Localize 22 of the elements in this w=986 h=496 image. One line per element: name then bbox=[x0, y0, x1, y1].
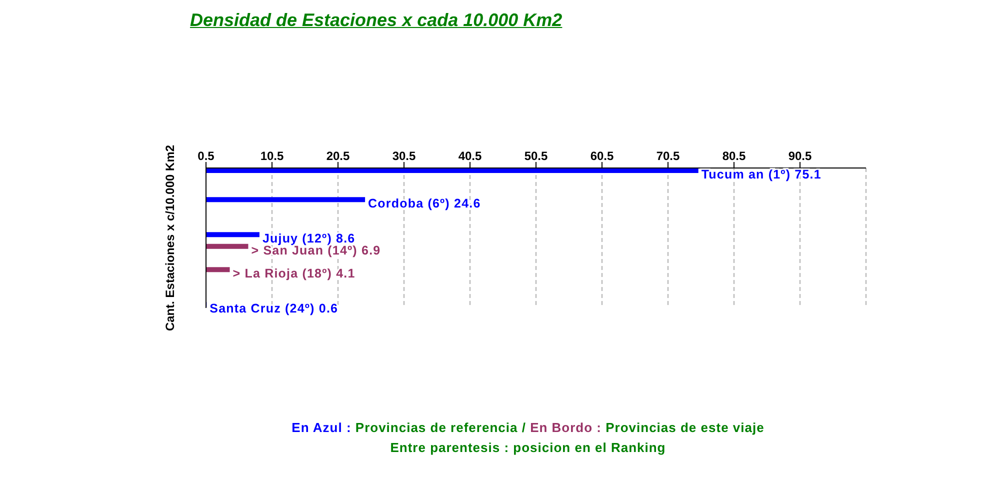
text: Provincias de referencia / bbox=[355, 420, 527, 435]
y-axis-title: Cant. Estaciones x c/10.000 Km2 bbox=[163, 144, 177, 332]
text: Provincias de este viaje bbox=[606, 420, 764, 435]
data-label: Santa Cruz (24º) 0.6 bbox=[210, 302, 338, 316]
x-tick-label: 30.5 bbox=[392, 149, 416, 163]
text: En Bordo : bbox=[530, 420, 602, 435]
x-tick-label: 70.5 bbox=[656, 149, 680, 163]
text: En Azul : bbox=[292, 420, 352, 435]
data-label: Tucum an (1º) 75.1 bbox=[701, 168, 822, 182]
chart-title: Densidad de Estaciones x cada 10.000 Km2 bbox=[190, 10, 562, 31]
data-label: > La Rioja (18º) 4.1 bbox=[232, 266, 356, 281]
x-tick-label: 40.5 bbox=[458, 149, 482, 163]
text: Entre parentesis : posicion en el Ranking bbox=[390, 440, 666, 455]
x-tick-label: 60.5 bbox=[590, 149, 614, 163]
x-tick-label: 10.5 bbox=[260, 149, 284, 163]
x-tick-label: 80.5 bbox=[722, 149, 746, 163]
x-tick-label: 90.5 bbox=[788, 149, 812, 163]
x-tick-label: 20.5 bbox=[326, 149, 350, 163]
x-tick-label: 0.5 bbox=[198, 149, 215, 163]
data-label: Cordoba (6º) 24.6 bbox=[368, 196, 481, 211]
data-label: Jujuy (12º) 8.6 bbox=[262, 232, 356, 246]
x-tick-label: 50.5 bbox=[524, 149, 548, 163]
